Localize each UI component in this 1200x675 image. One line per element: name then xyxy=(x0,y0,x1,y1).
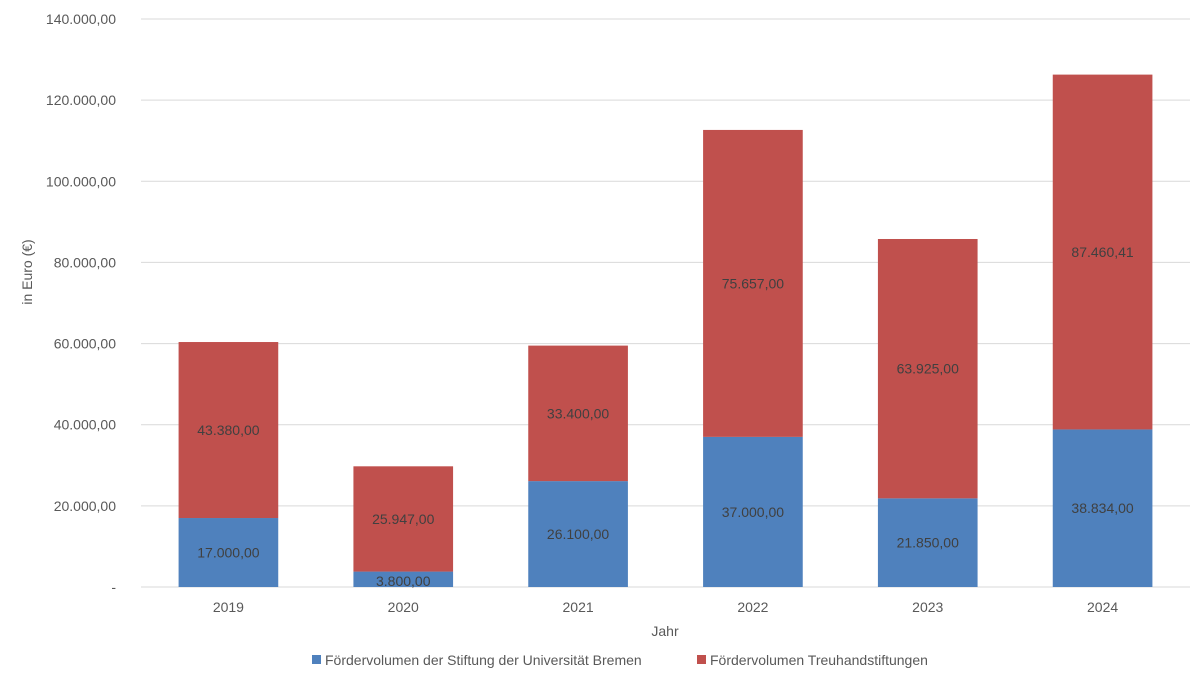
data-label: 3.800,00 xyxy=(376,573,431,589)
bar-segment-treuhand-2021 xyxy=(528,345,628,482)
data-label: 25.947,00 xyxy=(372,511,434,527)
legend-swatch xyxy=(312,655,321,664)
y-tick-label: 80.000,00 xyxy=(54,254,116,270)
legend-item: Fördervolumen der Stiftung der Universit… xyxy=(312,652,642,668)
bar-segment-stiftung-2023 xyxy=(877,498,978,587)
bar-segment-stiftung-2020 xyxy=(353,571,454,587)
bar-segment-stiftung-2019 xyxy=(178,518,279,587)
legend: Fördervolumen der Stiftung der Universit… xyxy=(312,652,928,668)
data-label: 75.657,00 xyxy=(722,275,784,291)
data-label: 26.100,00 xyxy=(547,526,609,542)
gridlines xyxy=(141,18,1190,588)
y-tick-label: 120.000,00 xyxy=(46,92,116,108)
x-tick-label: 2024 xyxy=(1087,599,1118,615)
data-label: 63.925,00 xyxy=(897,361,959,377)
data-label: 21.850,00 xyxy=(897,535,959,551)
legend-label: Fördervolumen der Stiftung der Universit… xyxy=(325,652,642,668)
y-tick-label: 60.000,00 xyxy=(54,336,116,352)
x-tick-label: 2021 xyxy=(563,599,594,615)
bar-segment-treuhand-2019 xyxy=(178,342,279,519)
y-tick-label: 20.000,00 xyxy=(54,498,116,514)
legend-item: Fördervolumen Treuhandstiftungen xyxy=(697,652,928,668)
y-tick-label: 140.000,00 xyxy=(46,11,116,27)
legend-label: Fördervolumen Treuhandstiftungen xyxy=(710,652,928,668)
x-tick-label: 2022 xyxy=(737,599,768,615)
x-tick-label: 2023 xyxy=(912,599,943,615)
legend-swatch xyxy=(697,655,706,664)
data-label: 17.000,00 xyxy=(197,545,259,561)
y-axis-title: in Euro (€) xyxy=(19,239,35,304)
bars: 17.000,00 43.380,00 3.800,00 25.947,00 26.10… xyxy=(178,74,1153,589)
bar-segment-stiftung-2024 xyxy=(1052,429,1153,587)
data-label: 37.000,00 xyxy=(722,504,784,520)
bar-segment-stiftung-2021 xyxy=(528,481,628,587)
data-label: 38.834,00 xyxy=(1071,500,1133,516)
x-tick-label: 2020 xyxy=(388,599,419,615)
x-axis-title: Jahr xyxy=(651,623,679,639)
bar-segment-treuhand-2023 xyxy=(877,238,978,499)
y-tick-label: 100.000,00 xyxy=(46,173,116,189)
data-label: 33.400,00 xyxy=(547,405,609,421)
bar-segment-treuhand-2024 xyxy=(1052,74,1153,430)
y-axis-ticks: - 20.000,00 40.000,00 60.000,00 80.000,00 100… xyxy=(46,11,116,595)
data-label: 87.460,41 xyxy=(1071,244,1133,260)
bar-segment-treuhand-2020 xyxy=(353,466,454,572)
data-label: 43.380,00 xyxy=(197,422,259,438)
x-tick-label: 2019 xyxy=(213,599,244,615)
bar-segment-stiftung-2022 xyxy=(703,436,803,587)
x-axis-ticks: 2019 2020 2021 2022 2023 2024 xyxy=(213,599,1119,615)
y-tick-label: 40.000,00 xyxy=(54,417,116,433)
bar-segment-treuhand-2022 xyxy=(703,129,803,437)
y-tick-label: - xyxy=(111,579,116,595)
